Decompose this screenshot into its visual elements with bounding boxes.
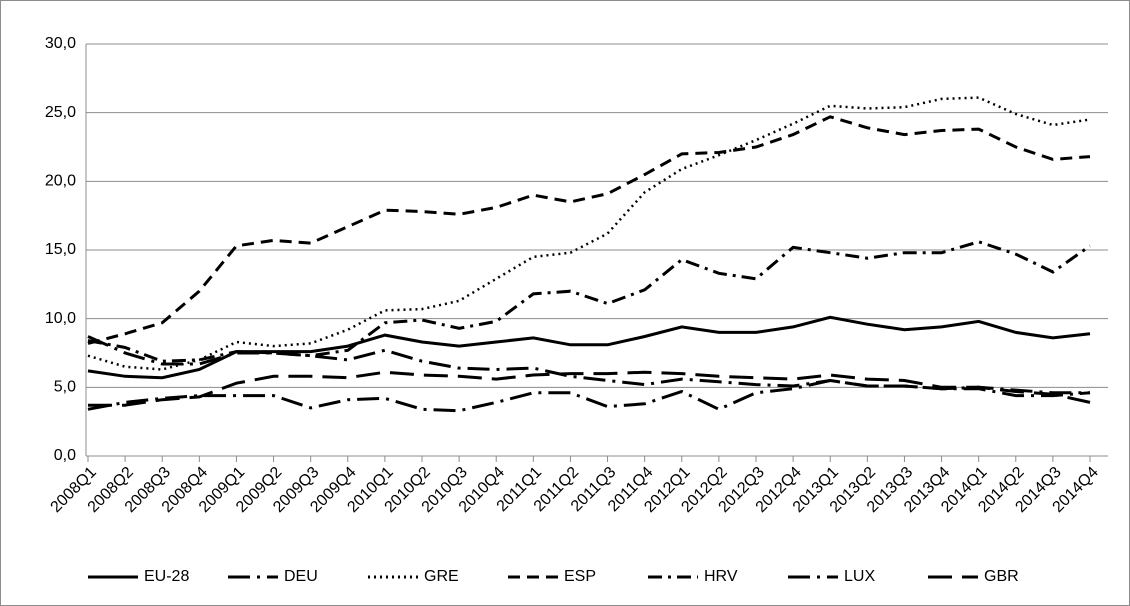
y-tick-label: 0,0 — [54, 447, 76, 464]
y-tick-label: 20,0 — [45, 173, 76, 190]
series-line — [87, 96, 1091, 371]
legend-label: HRV — [704, 568, 738, 585]
y-tick-label: 15,0 — [45, 241, 76, 258]
series-line — [87, 240, 1091, 363]
legend-label: DEU — [284, 568, 318, 585]
y-tick-label: 25,0 — [45, 104, 76, 121]
series-line — [88, 370, 1091, 407]
legend-label: GRE — [424, 568, 459, 585]
series-line — [87, 378, 1091, 413]
y-tick-label: 30,0 — [45, 35, 76, 52]
series-line — [87, 335, 1090, 395]
series-line — [87, 115, 1091, 345]
legend-label: ESP — [564, 568, 596, 585]
legend-label: GBR — [984, 568, 1019, 585]
legend-label: EU-28 — [144, 568, 189, 585]
legend-label: LUX — [844, 568, 875, 585]
y-tick-label: 10,0 — [45, 310, 76, 327]
y-tick-label: 5,0 — [54, 379, 76, 396]
